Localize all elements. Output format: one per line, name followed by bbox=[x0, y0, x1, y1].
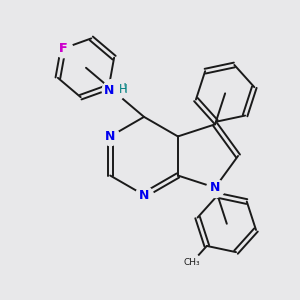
Text: N: N bbox=[104, 84, 115, 97]
Text: N: N bbox=[104, 84, 115, 97]
Text: N: N bbox=[105, 130, 116, 143]
Text: N: N bbox=[139, 189, 149, 202]
Text: H: H bbox=[118, 82, 127, 96]
Text: F: F bbox=[59, 42, 68, 55]
Text: N: N bbox=[210, 181, 220, 194]
Text: CH₃: CH₃ bbox=[184, 258, 201, 267]
Text: F: F bbox=[59, 42, 68, 55]
Text: H: H bbox=[118, 82, 127, 94]
